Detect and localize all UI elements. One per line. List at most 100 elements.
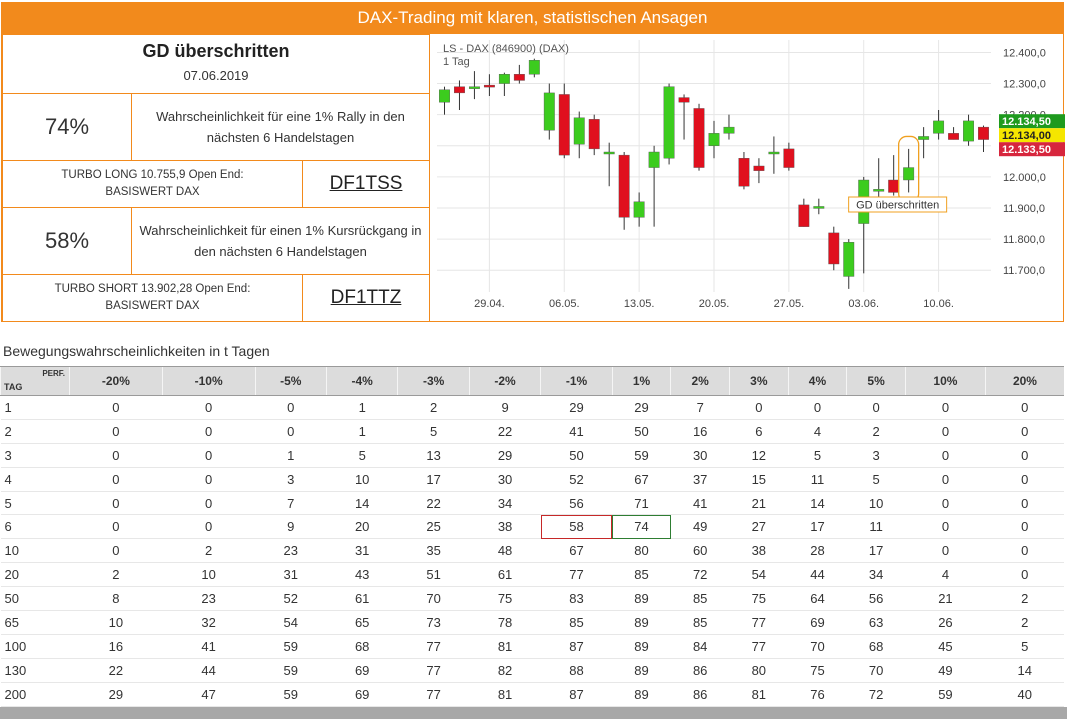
table-cell: 8 [69,586,163,612]
candle-up [843,242,855,277]
candlestick-chart: 12.400,012.300,012.200,012.100,012.000,0… [437,40,1065,310]
table-cell: 31 [255,562,327,588]
candle-up [708,133,720,146]
y-tick-label: 11.700,0 [1003,265,1045,277]
row-day: 6 [0,514,70,540]
table-cell: 16 [670,419,730,444]
table-cell: 0 [162,443,256,468]
table-cell: 0 [985,443,1064,468]
table-cell: 0 [69,443,163,468]
table-cell: 43 [326,562,398,588]
table-cell: 77 [540,562,613,588]
long-wkn-link[interactable]: DF1TSS [329,173,403,194]
table-cell: 29 [69,682,163,707]
table-cell: 0 [162,514,256,540]
candle-up [468,86,480,89]
table-cell: 48 [469,538,541,564]
table-cell: 0 [985,419,1064,444]
table-cell: 89 [612,586,671,612]
table-cell: 41 [162,634,256,659]
table-cell: 15 [729,467,789,492]
table-cell: 5 [788,443,847,468]
table-cell: 81 [469,634,541,659]
table-row: 1 0 0 0 1 2 9 29 29 7 0 0 0 0 0 [0,395,1064,420]
table-cell: 70 [788,634,847,659]
short-wkn-cell: DF1TTZ [302,274,430,322]
table-row: 3 0 0 1 5 13 29 50 59 30 12 5 3 0 0 [0,443,1064,468]
candle-up [633,201,645,218]
table-cell: 81 [469,682,541,707]
x-tick-label: 27.05. [774,298,805,310]
candle-up [873,189,885,192]
table-cell: 21 [905,586,986,612]
y-tick-label: 12.400,0 [1003,47,1046,59]
x-tick-label: 10.06. [923,298,954,310]
table-cell: 85 [670,586,730,612]
table-cell: 87 [540,682,613,707]
table-cell: 3 [846,443,906,468]
table-cell: 45 [905,634,986,659]
table-cell: 29 [469,443,541,468]
table-cell: 28 [788,538,847,564]
table-cell: 11 [788,467,847,492]
short-description: Wahrscheinlichkeit für einen 1% Kursrück… [131,207,430,275]
table-cell: 77 [397,682,470,707]
column-header: 5% [846,366,906,396]
candle-up [439,89,450,103]
table-cell: 75 [788,658,847,683]
table-cell: 22 [69,658,163,683]
short-wkn-link[interactable]: DF1TTZ [330,287,402,308]
table-cell: 0 [162,395,256,420]
price-label: 12.134,50 [1002,116,1051,128]
row-day: 5 [0,491,70,516]
column-header: 10% [904,366,986,396]
table-cell: 9 [255,514,327,540]
table-cell: 59 [905,682,986,707]
annotation-label: GD überschritten [856,200,939,212]
table-cell: 44 [162,658,256,683]
candle-up [903,167,915,181]
table-cell: 83 [540,586,613,612]
table-cell: 4 [905,562,986,588]
table-cell: 73 [397,610,470,635]
table-row: 50 8 23 52 61 70 75 83 89 85 75 64 56 21 2 [0,586,1064,612]
table-cell: 17 [397,467,470,492]
table-cell: 0 [162,467,256,492]
table-cell: 37 [670,467,730,492]
price-label-bg [999,114,1065,129]
table-cell: 9 [469,395,541,420]
signal-date: 07.06.2019 [183,68,249,83]
table-cell: 30 [670,443,730,468]
table-cell: 0 [985,491,1064,516]
table-cell: 63 [846,610,906,635]
bottom-scrollbar[interactable] [0,707,1067,719]
table-cell: 50 [540,443,613,468]
table-cell: 77 [729,634,789,659]
candle-up [918,136,930,140]
table-cell: 59 [255,634,327,659]
annotation-box [848,196,948,213]
column-header: 2% [670,366,730,396]
table-cell: 75 [729,586,789,612]
table-cell: 3 [255,467,327,492]
long-underlying: BASISWERT DAX [105,186,200,198]
table-cell: 65 [326,610,398,635]
table-cell: 29 [612,395,671,420]
table-cell: 58 [540,514,613,540]
candle-down [798,204,810,227]
table-cell: 0 [69,395,163,420]
table-cell: 70 [397,586,470,612]
table-cell: 25 [397,514,470,540]
table-cell: 6 [729,419,789,444]
table-cell: 70 [846,658,906,683]
table-cell: 47 [162,682,256,707]
table-cell: 0 [905,395,986,420]
row-day: 20 [0,562,70,588]
column-header: -5% [254,366,327,396]
table-cell: 80 [729,658,789,683]
column-header: -1% [540,366,613,396]
candle-down [753,165,765,171]
table-cell: 5 [985,634,1064,659]
table-row: 5 0 0 7 14 22 34 56 71 41 21 14 10 0 0 [0,491,1064,516]
table-cell: 56 [846,586,906,612]
